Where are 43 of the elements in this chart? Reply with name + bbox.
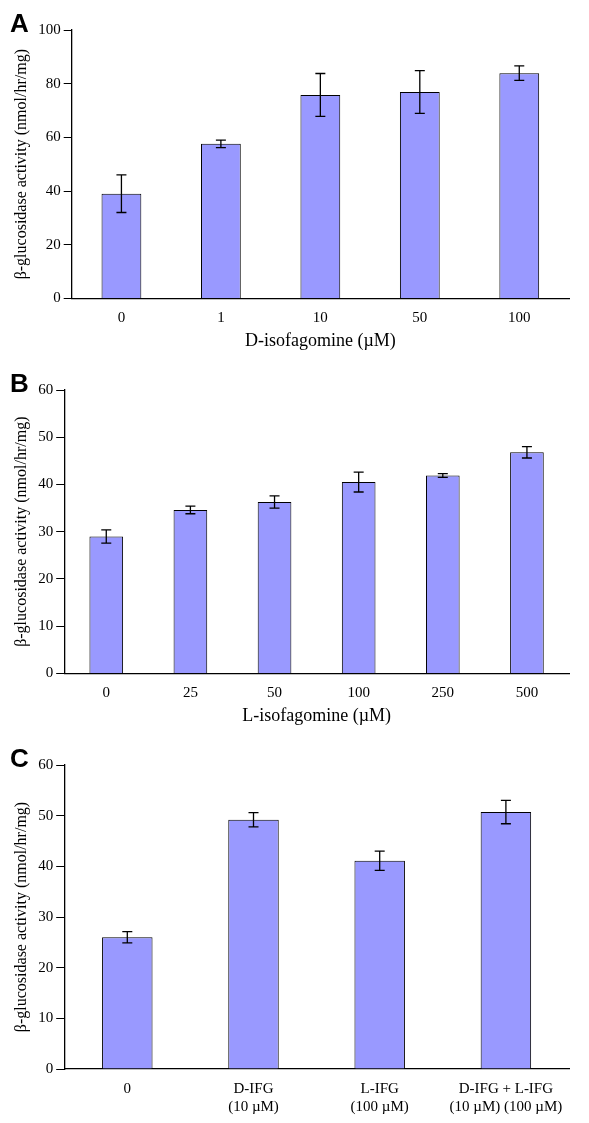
- y-tick-label: 20: [38, 569, 54, 586]
- y-tick-label: 60: [45, 128, 61, 145]
- y-tick-label: 50: [38, 428, 54, 445]
- y-axis-title: β-glucosidase activity (nmol/hr/mg): [11, 801, 30, 1033]
- y-tick-label: 0: [45, 664, 54, 681]
- y-axis-title: β-glucosidase activity (nmol/hr/mg): [11, 416, 30, 647]
- y-tick-label: 30: [38, 522, 54, 539]
- chart-title: A: [10, 8, 29, 39]
- x-axis-title: D-isofagomine (µM): [244, 329, 396, 351]
- y-tick-label: 40: [38, 475, 54, 492]
- y-tick-label: 60: [38, 755, 54, 772]
- x-tick-label: 0: [102, 684, 111, 701]
- x-tick-label: 0: [117, 309, 126, 326]
- chart-title: C: [10, 743, 29, 774]
- x-tick-label: 1: [217, 309, 225, 326]
- y-tick-label: 60: [38, 380, 54, 397]
- chart-title: B: [10, 368, 29, 399]
- x-tick-label: 25: [182, 684, 198, 701]
- x-tick-label: D-IFG (10 µM): [228, 1079, 279, 1115]
- y-tick-label: 0: [45, 1059, 54, 1076]
- x-tick-label: D-IFG + L-IFG (10 µM) (100 µM): [449, 1079, 563, 1115]
- x-tick-label: 100: [508, 309, 531, 326]
- x-tick-label: 0: [123, 1079, 132, 1096]
- x-axis-title: L-isofagomine (µM): [242, 704, 392, 726]
- y-tick-label: 50: [38, 806, 54, 823]
- y-tick-label: 30: [38, 907, 54, 924]
- y-axis-title: β-glucosidase activity (nmol/hr/mg): [11, 49, 30, 280]
- y-tick-label: 80: [45, 74, 61, 91]
- y-tick-label: 40: [38, 857, 54, 874]
- x-tick-label: 500: [515, 684, 539, 701]
- x-tick-label: 250: [431, 684, 455, 701]
- y-tick-label: 0: [53, 289, 61, 306]
- y-tick-label: 100: [38, 20, 61, 37]
- x-tick-label: 100: [347, 684, 370, 701]
- y-tick-label: 20: [38, 958, 54, 975]
- x-tick-label: 10: [312, 309, 328, 326]
- x-tick-label: L-IFG (100 µM): [350, 1079, 409, 1115]
- x-tick-label: 50: [412, 309, 428, 326]
- y-tick-label: 10: [38, 617, 54, 634]
- x-tick-label: 50: [267, 684, 283, 701]
- y-tick-label: 10: [38, 1009, 54, 1026]
- y-tick-label: 40: [45, 181, 61, 198]
- y-tick-label: 20: [45, 235, 61, 252]
